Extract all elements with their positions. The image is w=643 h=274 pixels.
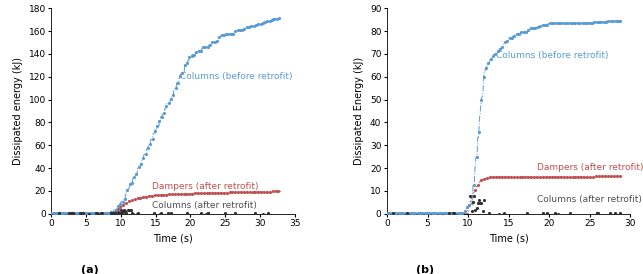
Text: Dampers (after retrofit): Dampers (after retrofit) xyxy=(537,163,643,172)
Text: Columns (after retrofit): Columns (after retrofit) xyxy=(537,195,642,204)
Text: Dampers (after retrofit): Dampers (after retrofit) xyxy=(152,182,258,191)
Text: (b): (b) xyxy=(416,265,434,274)
Text: Columns (after retrofit): Columns (after retrofit) xyxy=(152,201,257,210)
Y-axis label: Dissipated Energy (kJ): Dissipated Energy (kJ) xyxy=(354,57,365,165)
X-axis label: Time (s): Time (s) xyxy=(489,234,529,244)
Text: Columns (before retrofit): Columns (before retrofit) xyxy=(496,52,609,61)
Text: (a): (a) xyxy=(80,265,98,274)
Text: Columns (before retrofit): Columns (before retrofit) xyxy=(180,72,293,81)
Y-axis label: Dissipated energy (kJ): Dissipated energy (kJ) xyxy=(13,57,23,165)
X-axis label: Time (s): Time (s) xyxy=(153,234,193,244)
